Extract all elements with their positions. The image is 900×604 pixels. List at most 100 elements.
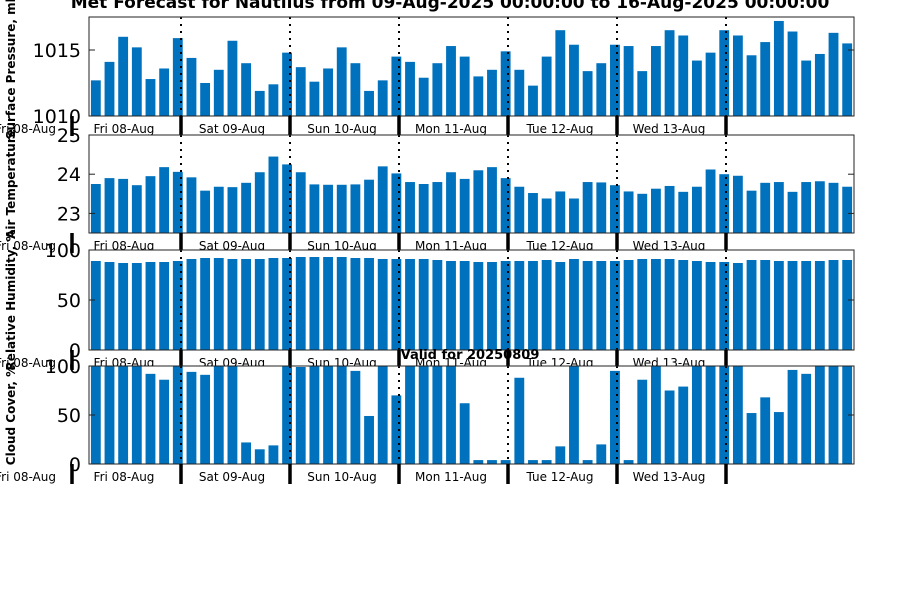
bar (500, 261, 511, 350)
bar (514, 377, 525, 464)
bar (746, 260, 757, 350)
y-axis-label: Surface Pressure, mb (4, 0, 18, 139)
bar (268, 445, 279, 464)
bar (678, 386, 689, 464)
bar (200, 190, 211, 233)
bar (118, 366, 129, 464)
bar (282, 366, 292, 464)
bar (760, 260, 771, 350)
bar (732, 263, 743, 350)
bar (678, 260, 689, 350)
bar (446, 172, 456, 233)
bar (364, 258, 374, 350)
bar (814, 261, 825, 350)
bar (391, 259, 402, 350)
bar (418, 366, 429, 464)
bar (131, 185, 142, 233)
bar (459, 178, 470, 233)
bar (651, 366, 661, 464)
bar (323, 68, 333, 116)
bar (282, 52, 292, 116)
bar (350, 63, 361, 116)
bar (705, 366, 716, 464)
y-tick-label: 100 (45, 356, 81, 378)
bar (432, 366, 443, 464)
bar (418, 77, 429, 116)
bar (732, 35, 743, 117)
bar (842, 260, 853, 350)
y-axis-label: Relative Humidity, % (4, 230, 18, 371)
bar (651, 188, 661, 233)
bar (336, 257, 347, 350)
bar (227, 366, 238, 464)
bar (487, 460, 497, 464)
bar (268, 156, 279, 233)
bar (432, 260, 443, 350)
bar (555, 262, 566, 350)
bar (104, 366, 115, 464)
bar (432, 63, 443, 116)
bar (309, 257, 320, 350)
x-day-label: Mon 11-Aug (415, 122, 487, 136)
x-day-label: Fri 08-Aug (94, 122, 155, 136)
x-day-label: Sun 10-Aug (307, 122, 376, 136)
bar (569, 259, 579, 350)
bar (323, 257, 333, 350)
bar (118, 36, 129, 116)
bar (664, 185, 675, 233)
bar (500, 178, 511, 233)
bar (801, 60, 812, 116)
bar (405, 61, 415, 116)
bar (555, 30, 566, 117)
bar (691, 186, 702, 233)
y-tick-label: 1010 (33, 106, 81, 128)
plot-frame (88, 134, 855, 234)
bar (418, 259, 429, 350)
bar (295, 67, 306, 116)
bar (760, 42, 771, 116)
bar (282, 164, 292, 233)
bar (104, 262, 115, 350)
bar (651, 259, 661, 350)
bar (391, 173, 402, 233)
x-day-label: Wed 13-Aug (633, 470, 706, 484)
bar (664, 30, 675, 117)
bar (254, 259, 265, 350)
y-tick-label: 23 (57, 203, 81, 225)
x-day-label: Wed 13-Aug (633, 122, 706, 136)
bar (528, 261, 538, 350)
bar (801, 373, 812, 464)
bar (732, 175, 743, 233)
x-day-label: Sat 09-Aug (199, 470, 265, 484)
bar (623, 460, 634, 464)
bar (828, 260, 839, 350)
bar (186, 57, 197, 116)
bar (227, 40, 238, 117)
bar (528, 193, 538, 233)
bar (828, 182, 839, 233)
bar (405, 366, 415, 464)
bar (760, 397, 771, 464)
bar (241, 63, 252, 116)
figure-subtitle: Valid for 20250809 (401, 348, 540, 363)
x-day-label: Mon 11-Aug (415, 470, 487, 484)
bar (131, 263, 142, 350)
bar (705, 169, 716, 233)
bar (145, 262, 156, 350)
bar (446, 261, 456, 350)
bar (541, 460, 552, 464)
bar (528, 460, 538, 464)
bar (637, 71, 648, 116)
bar (241, 442, 252, 464)
bar (172, 171, 183, 233)
bar (104, 61, 115, 116)
bar (172, 261, 183, 350)
bar (678, 191, 689, 233)
bar (213, 69, 224, 116)
bar (90, 184, 101, 233)
bar (90, 80, 101, 116)
bar (582, 182, 593, 233)
bar (528, 85, 538, 116)
bar (350, 370, 361, 464)
